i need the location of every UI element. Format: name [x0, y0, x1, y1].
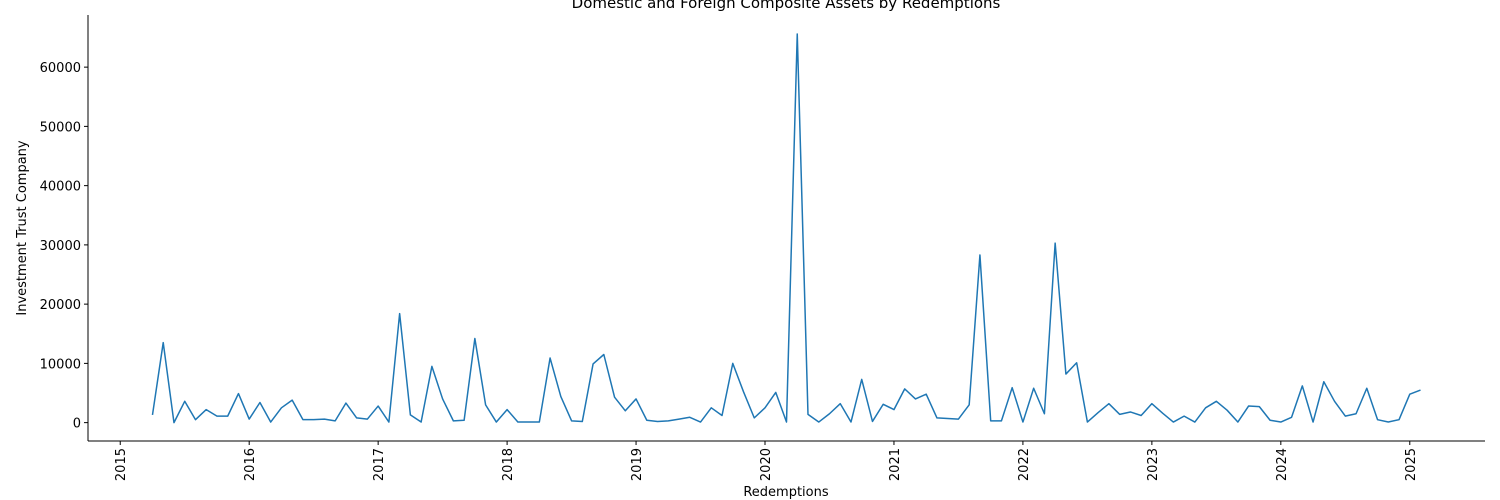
data-line	[151, 33, 1421, 424]
x-tick-label: 2015	[114, 448, 129, 481]
y-tick-label: 30000	[40, 239, 81, 254]
x-tick-label: 2016	[243, 448, 258, 481]
y-tick-label: 10000	[40, 357, 81, 372]
x-tick-label: 2019	[630, 448, 645, 481]
x-tick-label: 2020	[759, 448, 774, 481]
y-tick-label: 0	[73, 417, 81, 432]
x-tick-label: 2023	[1146, 448, 1161, 481]
x-tick-label: 2017	[372, 448, 387, 481]
chart-title: Domestic and Foreign Composite Assets by…	[572, 0, 1001, 12]
x-tick-label: 2018	[501, 448, 516, 481]
y-axis-label: Investment Trust Company	[15, 140, 30, 316]
y-tick-label: 40000	[40, 180, 81, 195]
x-tick-label: 2025	[1404, 448, 1419, 481]
y-tick-label: 60000	[40, 61, 81, 76]
x-axis-label: Redemptions	[743, 485, 829, 500]
y-tick-label: 20000	[40, 298, 81, 313]
x-tick-label: 2021	[888, 448, 903, 481]
x-tick-label: 2022	[1017, 448, 1032, 481]
y-tick-label: 50000	[40, 120, 81, 135]
x-tick-label: 2024	[1275, 448, 1290, 481]
